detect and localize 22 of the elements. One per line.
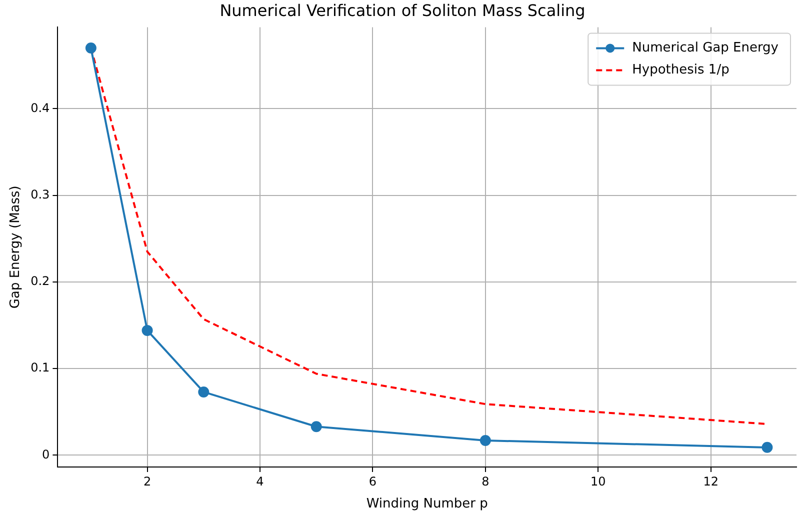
y-axis-title: Gap Energy (Mass) [8, 186, 24, 309]
x-tick-label: 10 [590, 474, 606, 488]
point [142, 324, 153, 336]
point [480, 434, 491, 446]
x-tick-label: 4 [256, 474, 264, 488]
chart-title: Numerical Verification of Soliton Mass Scaling [220, 0, 586, 20]
legend-label: Hypothesis 1/p [632, 62, 730, 78]
y-tick-label: 0.3 [30, 187, 50, 202]
y-tick-label: 0.2 [30, 274, 50, 288]
point [310, 421, 322, 432]
y-tick-label: 0.1 [30, 360, 50, 375]
y-tick-label: 0.4 [30, 100, 50, 115]
x-tick-label: 2 [143, 474, 152, 488]
point [762, 442, 773, 453]
x-tick-label: 8 [482, 474, 490, 488]
point [85, 42, 96, 54]
x-axis-title: Winding Number p [366, 496, 488, 512]
x-tick-label: 12 [703, 474, 718, 488]
point [198, 386, 210, 398]
x-tick-label: 6 [368, 474, 377, 488]
y-tick-label: 0 [42, 447, 50, 462]
legend-label: Numerical Gap Energy [632, 40, 779, 56]
